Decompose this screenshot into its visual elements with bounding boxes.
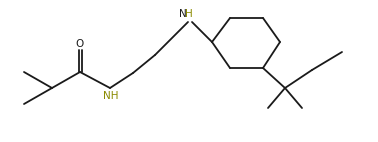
Text: NH: NH — [103, 91, 119, 101]
Text: N: N — [179, 9, 187, 19]
Text: O: O — [76, 39, 84, 49]
Text: H: H — [185, 9, 193, 19]
